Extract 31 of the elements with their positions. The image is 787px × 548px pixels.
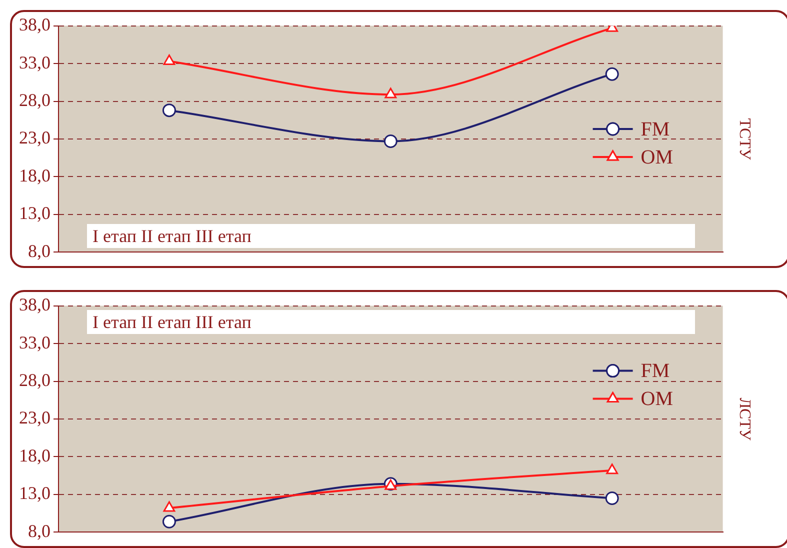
y-tick-label: 23,0 — [19, 408, 50, 428]
y-tick-label: 28,0 — [19, 370, 50, 390]
point — [163, 501, 176, 512]
y-tick-label: 33,0 — [19, 332, 50, 352]
y-tick-label: 8,0 — [28, 520, 50, 541]
point — [163, 54, 176, 66]
y-tick-label: 28,0 — [19, 90, 50, 110]
y-tick-label: 38,0 — [19, 14, 50, 35]
y-tick-label: 38,0 — [19, 294, 50, 315]
legend-label: FM — [640, 118, 670, 140]
y-tick-label: 13,0 — [19, 203, 50, 224]
y-tick-label: 8,0 — [28, 240, 50, 261]
point — [162, 104, 176, 118]
legend-label: OM — [640, 146, 674, 168]
point — [384, 134, 398, 148]
y-axis-title: ЛСТУ — [736, 398, 754, 441]
y-tick-label: 33,0 — [19, 52, 50, 72]
y-tick-label: 18,0 — [19, 445, 50, 466]
y-tick-label: 18,0 — [19, 165, 50, 186]
y-tick-label: 23,0 — [19, 128, 50, 148]
y-axis-title: ТСТУ — [736, 118, 754, 160]
legend-label: OM — [640, 388, 674, 410]
point — [606, 464, 618, 474]
point — [162, 514, 176, 528]
text-box: I етап II етап III етап — [86, 224, 695, 248]
legend-label: FM — [640, 360, 670, 382]
point — [605, 67, 619, 81]
point — [384, 88, 397, 98]
y-tick-label: 13,0 — [19, 483, 50, 504]
point — [605, 491, 619, 505]
text-box: I етап II етап III етап — [86, 310, 695, 334]
